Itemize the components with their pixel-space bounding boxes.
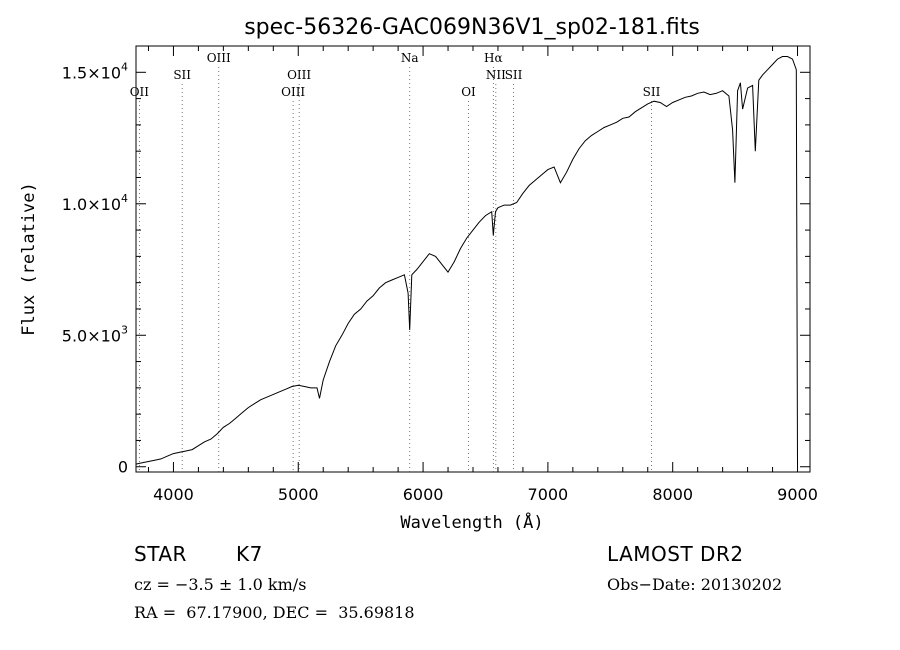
object-type: STAR	[134, 542, 187, 566]
chart-title: spec-56326-GAC069N36V1_sp02-181.fits	[244, 15, 700, 40]
redshift-cz: cz = −3.5 ± 1.0 km/s	[134, 575, 307, 594]
y-axis: 0 5.0×103 1.0×104 1.5×104	[62, 60, 810, 477]
y-tick-label: 5.0×103	[62, 323, 128, 345]
x-tick-label: 9000	[777, 485, 818, 504]
spectral-subclass: K7	[236, 542, 263, 566]
line-marker-label: OI	[461, 85, 476, 99]
line-marker-label: OII	[130, 85, 150, 99]
x-tick-label: 8000	[652, 485, 693, 504]
x-axis-label: Wavelength (Å)	[400, 511, 543, 533]
series-group	[135, 56, 798, 465]
ra-dec-coordinates: RA = 67.17900, DEC = 35.69818	[134, 603, 415, 622]
line-marker-label: OIII	[287, 68, 311, 82]
spectrum-series-line	[135, 56, 798, 465]
y-tick-label: 0	[118, 458, 128, 477]
line-marker-label: OIII	[207, 51, 231, 65]
observation-date: Obs−Date: 20130202	[607, 575, 783, 594]
survey-name: LAMOST DR2	[607, 542, 744, 566]
line-marker-label: OIII	[281, 85, 305, 99]
x-tick-label: 7000	[528, 485, 569, 504]
y-tick-label: 1.0×104	[62, 192, 128, 214]
line-marker-label: SII	[505, 68, 523, 82]
line-marker-label: NII	[486, 68, 506, 82]
line-marker-label: Hα	[484, 51, 503, 65]
plot-frame	[135, 45, 811, 473]
x-tick-label: 5000	[278, 485, 319, 504]
x-tick-label: 4000	[153, 485, 194, 504]
x-axis: 4000 5000 6000 7000 8000 9000	[147, 46, 818, 504]
line-marker-label: Na	[401, 51, 419, 65]
x-tick-label: 6000	[403, 485, 444, 504]
line-marker-label: SII	[643, 85, 661, 99]
line-marker-label: SII	[173, 68, 191, 82]
y-tick-label: 1.5×104	[62, 60, 128, 82]
y-axis-label: Flux (relative)	[19, 182, 39, 336]
